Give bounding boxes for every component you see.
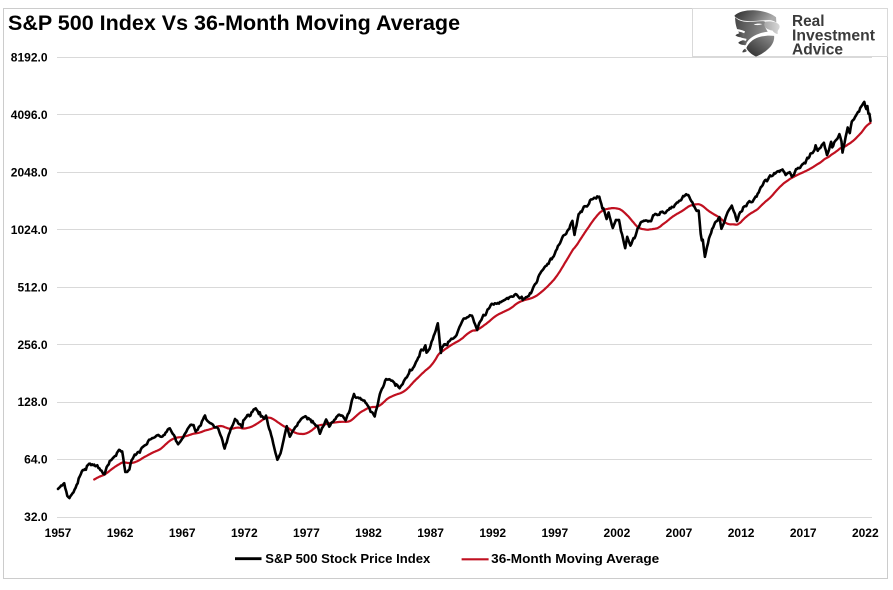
svg-text:1967: 1967 (169, 526, 196, 540)
svg-text:2012: 2012 (728, 526, 755, 540)
svg-text:2007: 2007 (666, 526, 693, 540)
svg-text:1987: 1987 (417, 526, 444, 540)
svg-text:256.0: 256.0 (17, 338, 47, 352)
svg-text:2048.0: 2048.0 (11, 165, 48, 179)
svg-text:1992: 1992 (479, 526, 506, 540)
svg-text:512.0: 512.0 (17, 280, 47, 294)
svg-text:1957: 1957 (45, 526, 72, 540)
svg-text:32.0: 32.0 (24, 510, 48, 524)
svg-text:36-Month Moving Average: 36-Month Moving Average (491, 551, 659, 566)
svg-text:1972: 1972 (231, 526, 258, 540)
svg-text:128.0: 128.0 (17, 395, 47, 409)
svg-text:2002: 2002 (604, 526, 631, 540)
svg-text:2022: 2022 (852, 526, 879, 540)
svg-text:Investment: Investment (792, 27, 875, 44)
svg-text:2017: 2017 (790, 526, 817, 540)
svg-text:1024.0: 1024.0 (11, 223, 48, 237)
svg-text:S&P 500 Index Vs 36-Month Movi: S&P 500 Index Vs 36-Month Moving Average (8, 11, 460, 35)
svg-text:1982: 1982 (355, 526, 382, 540)
svg-text:4096.0: 4096.0 (11, 108, 48, 122)
svg-text:Real: Real (792, 13, 825, 30)
svg-text:Advice: Advice (792, 42, 843, 59)
svg-text:64.0: 64.0 (24, 453, 48, 467)
svg-text:S&P 500 Stock Price Index: S&P 500 Stock Price Index (265, 551, 431, 566)
svg-text:1977: 1977 (293, 526, 320, 540)
svg-text:1997: 1997 (541, 526, 568, 540)
svg-text:1962: 1962 (107, 526, 134, 540)
svg-text:8192.0: 8192.0 (11, 51, 48, 65)
